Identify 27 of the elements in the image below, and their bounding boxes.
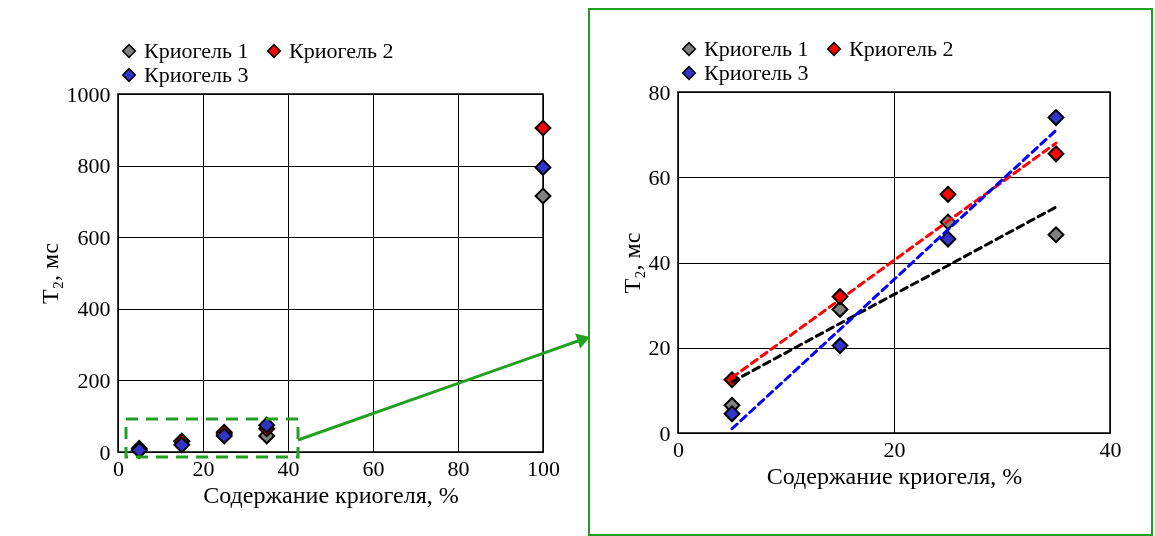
y-tick-label: 80 xyxy=(648,79,671,105)
y-tick-label: 800 xyxy=(77,153,111,179)
x-tick-label: 20 xyxy=(192,455,215,481)
x-axis-title: Содержание криогеля, % xyxy=(766,462,1023,489)
y-tick-label: 60 xyxy=(648,164,671,190)
legend-label: Криогель 3 xyxy=(704,60,809,85)
x-tick-label: 100 xyxy=(527,455,560,481)
x-tick-label: 40 xyxy=(277,455,300,481)
y-tick-label: 1000 xyxy=(66,81,111,107)
legend-label: Криогель 2 xyxy=(849,36,954,61)
y-tick-label: 400 xyxy=(77,296,111,322)
y-tick-label: 0 xyxy=(659,420,671,446)
y-axis-title: T₂, мс xyxy=(36,243,63,304)
y-tick-label: 200 xyxy=(77,367,111,393)
legend-label: Криогель 1 xyxy=(144,38,249,63)
x-tick-label: 60 xyxy=(362,455,385,481)
legend-label: Криогель 1 xyxy=(704,36,809,61)
y-tick-label: 600 xyxy=(77,224,111,250)
legend-label: Криогель 3 xyxy=(144,62,249,87)
legend-label: Криогель 2 xyxy=(289,38,394,63)
x-axis-title: Содержание криогеля, % xyxy=(203,481,459,508)
y-axis-title: T₂, мс xyxy=(618,232,645,294)
x-tick-label: 20 xyxy=(883,436,906,462)
y-tick-label: 20 xyxy=(648,335,671,361)
x-tick-label: 40 xyxy=(1099,436,1122,462)
x-tick-label: 80 xyxy=(447,455,470,481)
y-tick-label: 40 xyxy=(648,250,671,275)
